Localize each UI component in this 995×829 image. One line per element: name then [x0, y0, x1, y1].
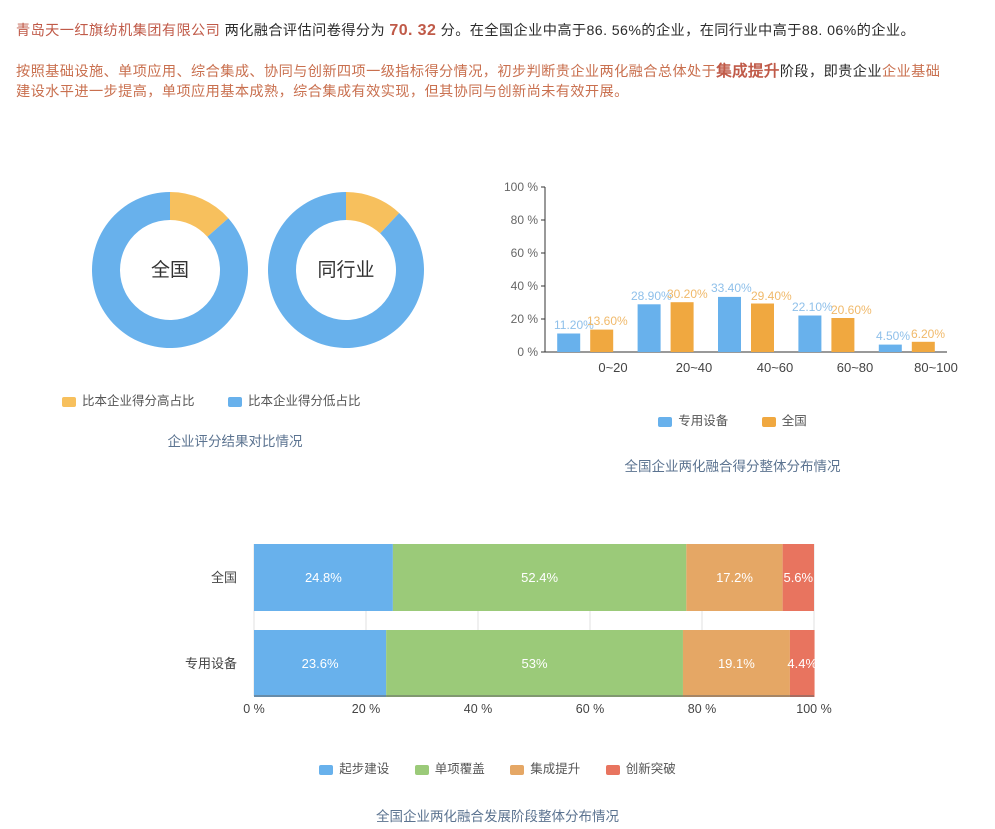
- svg-text:0 %: 0 %: [243, 702, 265, 716]
- svg-text:60 %: 60 %: [511, 246, 539, 260]
- svg-text:0~20: 0~20: [598, 360, 627, 375]
- svg-text:0 %: 0 %: [517, 345, 538, 359]
- svg-text:100 %: 100 %: [504, 180, 538, 194]
- svg-text:30.20%: 30.20%: [667, 287, 708, 301]
- svg-text:33.40%: 33.40%: [711, 281, 752, 295]
- svg-text:52.4%: 52.4%: [521, 570, 558, 585]
- svg-text:13.60%: 13.60%: [587, 314, 628, 328]
- svg-text:20~40: 20~40: [676, 360, 713, 375]
- svg-text:20 %: 20 %: [352, 702, 381, 716]
- svg-text:全国: 全国: [151, 259, 189, 281]
- svg-text:同行业: 同行业: [317, 259, 374, 281]
- svg-text:80 %: 80 %: [511, 213, 539, 227]
- svg-text:80 %: 80 %: [688, 702, 717, 716]
- svg-text:80~100: 80~100: [914, 360, 958, 375]
- svg-text:23.6%: 23.6%: [302, 656, 339, 671]
- svg-text:53%: 53%: [521, 656, 547, 671]
- svg-text:40 %: 40 %: [464, 702, 493, 716]
- svg-text:60 %: 60 %: [576, 702, 605, 716]
- svg-text:24.8%: 24.8%: [305, 570, 342, 585]
- svg-text:29.40%: 29.40%: [751, 289, 792, 303]
- svg-text:19.1%: 19.1%: [718, 656, 755, 671]
- svg-text:6.20%: 6.20%: [911, 327, 945, 341]
- svg-text:40~60: 40~60: [757, 360, 794, 375]
- svg-text:40 %: 40 %: [511, 279, 539, 293]
- svg-text:22.10%: 22.10%: [792, 300, 833, 314]
- svg-text:4.4%: 4.4%: [787, 656, 817, 671]
- svg-text:5.6%: 5.6%: [783, 570, 813, 585]
- svg-text:100 %: 100 %: [796, 702, 831, 716]
- svg-text:4.50%: 4.50%: [876, 329, 910, 343]
- svg-text:20.60%: 20.60%: [831, 303, 872, 317]
- svg-text:28.90%: 28.90%: [631, 289, 672, 303]
- svg-text:60~80: 60~80: [837, 360, 874, 375]
- svg-text:20 %: 20 %: [511, 312, 539, 326]
- svg-text:17.2%: 17.2%: [716, 570, 753, 585]
- svg-text:全国: 全国: [211, 570, 237, 585]
- svg-text:专用设备: 专用设备: [185, 656, 237, 671]
